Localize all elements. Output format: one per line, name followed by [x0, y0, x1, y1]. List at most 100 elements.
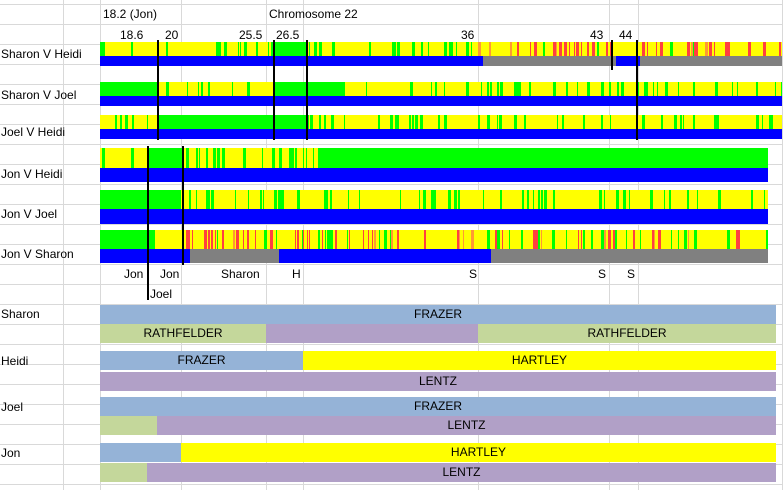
- segment: [196, 190, 197, 209]
- segment: [495, 230, 498, 249]
- segment: [421, 42, 422, 56]
- segment: [608, 230, 611, 249]
- segment: [324, 190, 327, 209]
- segment: [764, 190, 765, 209]
- segment: [544, 190, 547, 209]
- segment: [578, 230, 579, 249]
- segment: [514, 115, 517, 129]
- segment: [529, 82, 531, 96]
- segment: [566, 230, 567, 249]
- segment: [604, 230, 606, 249]
- segment: [587, 82, 590, 96]
- segment: [617, 82, 619, 96]
- segment: [657, 82, 658, 96]
- segment: [718, 190, 721, 209]
- marker-label: S: [627, 267, 636, 281]
- segment: [100, 82, 157, 96]
- segment: [541, 190, 543, 209]
- segment: [204, 230, 207, 249]
- segment: [412, 82, 413, 96]
- segment: [181, 148, 318, 168]
- grid-line: [0, 24, 783, 25]
- segment: [330, 230, 333, 249]
- segment: [727, 42, 730, 56]
- marker-line: [147, 146, 149, 300]
- segment: [384, 230, 387, 249]
- segment: [623, 190, 626, 209]
- segment: [120, 115, 122, 129]
- segment: [368, 230, 369, 249]
- segment: [615, 230, 617, 249]
- match-bar: [0, 42, 783, 56]
- segment: [466, 82, 469, 96]
- segment: [581, 42, 582, 56]
- segment: [100, 249, 190, 263]
- segment: [538, 190, 540, 209]
- segment: [391, 230, 393, 249]
- segment: [281, 148, 282, 168]
- segment: [272, 148, 275, 168]
- segment: [705, 42, 708, 56]
- segment: [247, 82, 250, 96]
- segment: [640, 230, 641, 249]
- segment: [236, 230, 239, 249]
- segment: [303, 148, 304, 168]
- match-bar: [0, 115, 783, 129]
- segment: [510, 42, 512, 56]
- segment: [478, 42, 782, 56]
- segment: [349, 230, 350, 249]
- segment: [235, 190, 236, 209]
- segment: [468, 42, 469, 56]
- segment: [100, 129, 782, 139]
- segment: [564, 42, 567, 56]
- segment: [166, 82, 169, 96]
- segment: [243, 230, 244, 249]
- grid-line: [63, 0, 64, 490]
- segment: [751, 190, 753, 209]
- segment: [693, 115, 695, 129]
- segment: [610, 115, 611, 129]
- segment: [326, 190, 328, 209]
- segment: [775, 82, 776, 96]
- segment: [327, 230, 330, 249]
- segment: [419, 190, 420, 209]
- marker-line: [157, 40, 159, 140]
- segment: [306, 115, 782, 129]
- segment: [206, 148, 208, 168]
- segment: [678, 82, 679, 96]
- segment: [683, 115, 684, 129]
- segment: [458, 190, 460, 209]
- segment: [471, 230, 474, 249]
- tick-label: 26.5: [276, 28, 300, 42]
- segment: [763, 42, 764, 56]
- segment: [263, 190, 264, 209]
- marker-label: H: [292, 267, 301, 281]
- segment: [271, 42, 273, 56]
- segment: [208, 230, 210, 249]
- segment: [424, 230, 426, 249]
- segment: [684, 230, 687, 249]
- segment: [186, 148, 189, 168]
- segment: [653, 82, 654, 96]
- segment: [444, 42, 447, 56]
- segment: [100, 230, 155, 249]
- segment: [444, 115, 447, 129]
- segment: [687, 42, 690, 56]
- segment: [487, 115, 489, 129]
- segment: [691, 42, 693, 56]
- segment: [517, 42, 519, 56]
- segment: [431, 82, 432, 96]
- segment: [279, 249, 491, 263]
- marker-label: Joel: [150, 287, 173, 301]
- ancestry-block: [100, 416, 157, 435]
- segment: [466, 42, 468, 56]
- segment: [524, 115, 526, 129]
- segment: [217, 148, 220, 168]
- segment: [483, 56, 616, 66]
- segment: [428, 42, 429, 56]
- segment: [640, 56, 782, 66]
- segment: [100, 42, 103, 56]
- segment: [519, 82, 520, 96]
- segment: [207, 190, 210, 209]
- marker-line: [611, 40, 613, 70]
